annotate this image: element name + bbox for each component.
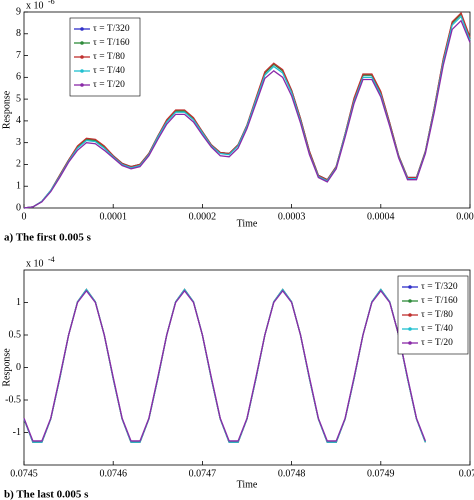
legend-marker	[80, 27, 84, 31]
x-tick-label: 0.075	[459, 468, 474, 479]
legend-marker	[80, 83, 84, 87]
legend-label: τ = T/40	[93, 66, 125, 76]
series-line	[23, 288, 427, 443]
y-tick-label: 5	[16, 93, 21, 104]
legend-marker	[80, 41, 84, 45]
series-line	[23, 288, 427, 443]
x-tick-label: 0.0002	[189, 211, 217, 222]
x-tick-label: 0.0005	[456, 211, 474, 222]
x-tick-label: 0.0746	[99, 468, 127, 479]
y-tick-label: 0	[16, 362, 21, 373]
y-tick-label: 7	[16, 50, 21, 61]
legend-marker	[408, 285, 412, 289]
legend-marker	[80, 55, 84, 59]
scale-exponent: -6	[48, 0, 55, 6]
legend-label: τ = T/160	[93, 38, 130, 48]
x-tick-label: 0	[22, 211, 27, 222]
legend-marker	[408, 299, 412, 303]
y-axis-label: Response	[1, 90, 12, 129]
legend-label: τ = T/320	[421, 282, 458, 292]
legend-label: τ = T/20	[93, 80, 125, 90]
x-tick-label: 0.0747	[189, 468, 217, 479]
x-axis-label: Time	[237, 218, 258, 229]
legend-label: τ = T/20	[421, 338, 453, 348]
y-tick-label: 1	[16, 297, 21, 308]
y-tick-label: 9	[16, 6, 21, 17]
x-tick-label: 0.0748	[278, 468, 306, 479]
x-tick-label: 0.0003	[278, 211, 306, 222]
y-tick-label: 0	[16, 202, 21, 213]
y-axis-label: Response	[1, 348, 12, 387]
series-line	[23, 288, 427, 443]
legend-marker	[408, 313, 412, 317]
x-tick-label: 0.0001	[99, 211, 127, 222]
legend-label: τ = T/40	[421, 324, 453, 334]
scale-base: x 10	[26, 0, 44, 11]
caption: b) The last 0.005 s	[4, 489, 89, 500]
legend-marker	[408, 327, 412, 331]
scale-exponent: -4	[48, 255, 55, 264]
y-tick-label: 6	[16, 72, 21, 83]
y-tick-label: -0.5	[5, 394, 21, 405]
y-tick-label: 4	[16, 115, 21, 126]
x-tick-label: 0.0004	[367, 211, 395, 222]
y-tick-label: 8	[16, 28, 21, 39]
series-line	[23, 288, 427, 443]
legend-marker	[408, 341, 412, 345]
x-axis-label: Time	[237, 479, 258, 490]
legend-label: τ = T/320	[93, 24, 130, 34]
x-tick-label: 0.0745	[10, 468, 38, 479]
legend-label: τ = T/160	[421, 296, 458, 306]
y-tick-label: 0.5	[9, 329, 22, 340]
scale-base: x 10	[26, 258, 44, 269]
legend-marker	[80, 69, 84, 73]
y-tick-label: 1	[16, 181, 21, 192]
series-line	[23, 19, 471, 209]
legend-label: τ = T/80	[421, 310, 453, 320]
y-tick-label: -1	[13, 427, 21, 438]
series-line	[23, 289, 427, 442]
caption: a) The first 0.005 s	[4, 232, 92, 244]
y-tick-label: 2	[16, 159, 21, 170]
y-tick-label: 3	[16, 137, 21, 148]
plot-area	[23, 11, 471, 209]
x-tick-label: 0.0749	[367, 468, 395, 479]
legend-label: τ = T/80	[93, 52, 125, 62]
